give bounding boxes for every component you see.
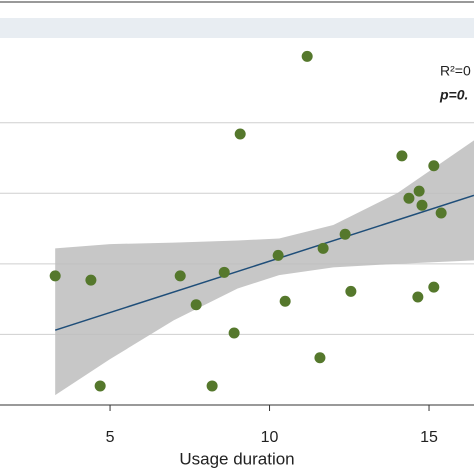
confidence-band xyxy=(55,140,474,396)
point xyxy=(416,199,428,211)
point xyxy=(85,274,97,286)
point xyxy=(279,295,291,307)
fit-line xyxy=(54,194,474,331)
point xyxy=(403,192,415,204)
point xyxy=(428,160,440,172)
x-tick-label: 5 xyxy=(106,429,115,446)
point xyxy=(317,242,329,254)
point xyxy=(190,299,202,311)
point xyxy=(345,285,357,297)
point xyxy=(174,270,186,282)
point xyxy=(272,249,284,261)
point xyxy=(218,266,230,278)
point xyxy=(413,185,425,197)
header-strip xyxy=(0,18,474,38)
annotation: R²=0 xyxy=(440,63,471,79)
point xyxy=(94,380,106,392)
point xyxy=(234,128,246,140)
point xyxy=(435,207,447,219)
x-tick-label: 10 xyxy=(261,429,279,446)
point xyxy=(396,150,408,162)
point xyxy=(314,352,326,364)
x-axis-label: Usage duration xyxy=(179,449,294,468)
point xyxy=(49,270,61,282)
point xyxy=(339,228,351,240)
annotation: p=0. xyxy=(439,87,468,103)
point xyxy=(428,281,440,293)
x-tick-label: 15 xyxy=(420,429,438,446)
point xyxy=(301,50,313,62)
point xyxy=(206,380,218,392)
point xyxy=(412,291,424,303)
point xyxy=(228,327,240,339)
